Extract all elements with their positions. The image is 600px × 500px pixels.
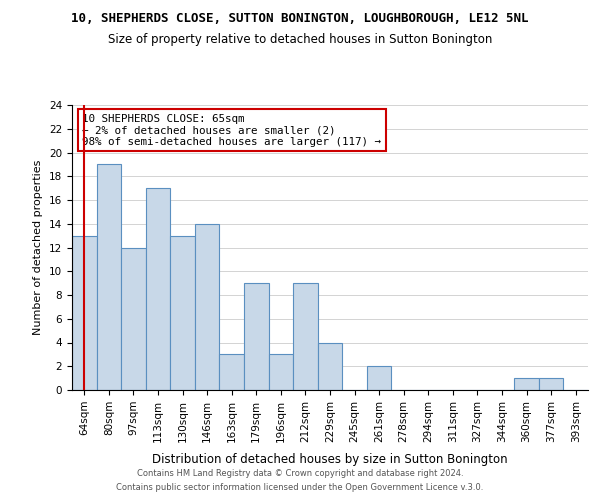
Bar [367,366,391,390]
Text: Contains HM Land Registry data © Crown copyright and database right 2024.: Contains HM Land Registry data © Crown c… [137,468,463,477]
Text: 10, SHEPHERDS CLOSE, SUTTON BONINGTON, LOUGHBOROUGH, LE12 5NL: 10, SHEPHERDS CLOSE, SUTTON BONINGTON, L… [71,12,529,26]
Bar [514,378,539,390]
Bar [121,248,146,390]
Bar [269,354,293,390]
Bar [146,188,170,390]
Y-axis label: Number of detached properties: Number of detached properties [34,160,43,335]
Bar [170,236,195,390]
Bar [195,224,220,390]
Text: Size of property relative to detached houses in Sutton Bonington: Size of property relative to detached ho… [108,32,492,46]
Bar [220,354,244,390]
Text: Contains public sector information licensed under the Open Government Licence v.: Contains public sector information licen… [116,484,484,492]
X-axis label: Distribution of detached houses by size in Sutton Bonington: Distribution of detached houses by size … [152,453,508,466]
Bar [244,283,269,390]
Bar [539,378,563,390]
Text: 10 SHEPHERDS CLOSE: 65sqm
← 2% of detached houses are smaller (2)
98% of semi-de: 10 SHEPHERDS CLOSE: 65sqm ← 2% of detach… [82,114,382,147]
Bar [293,283,318,390]
Bar [72,236,97,390]
Bar [318,342,342,390]
Bar [97,164,121,390]
